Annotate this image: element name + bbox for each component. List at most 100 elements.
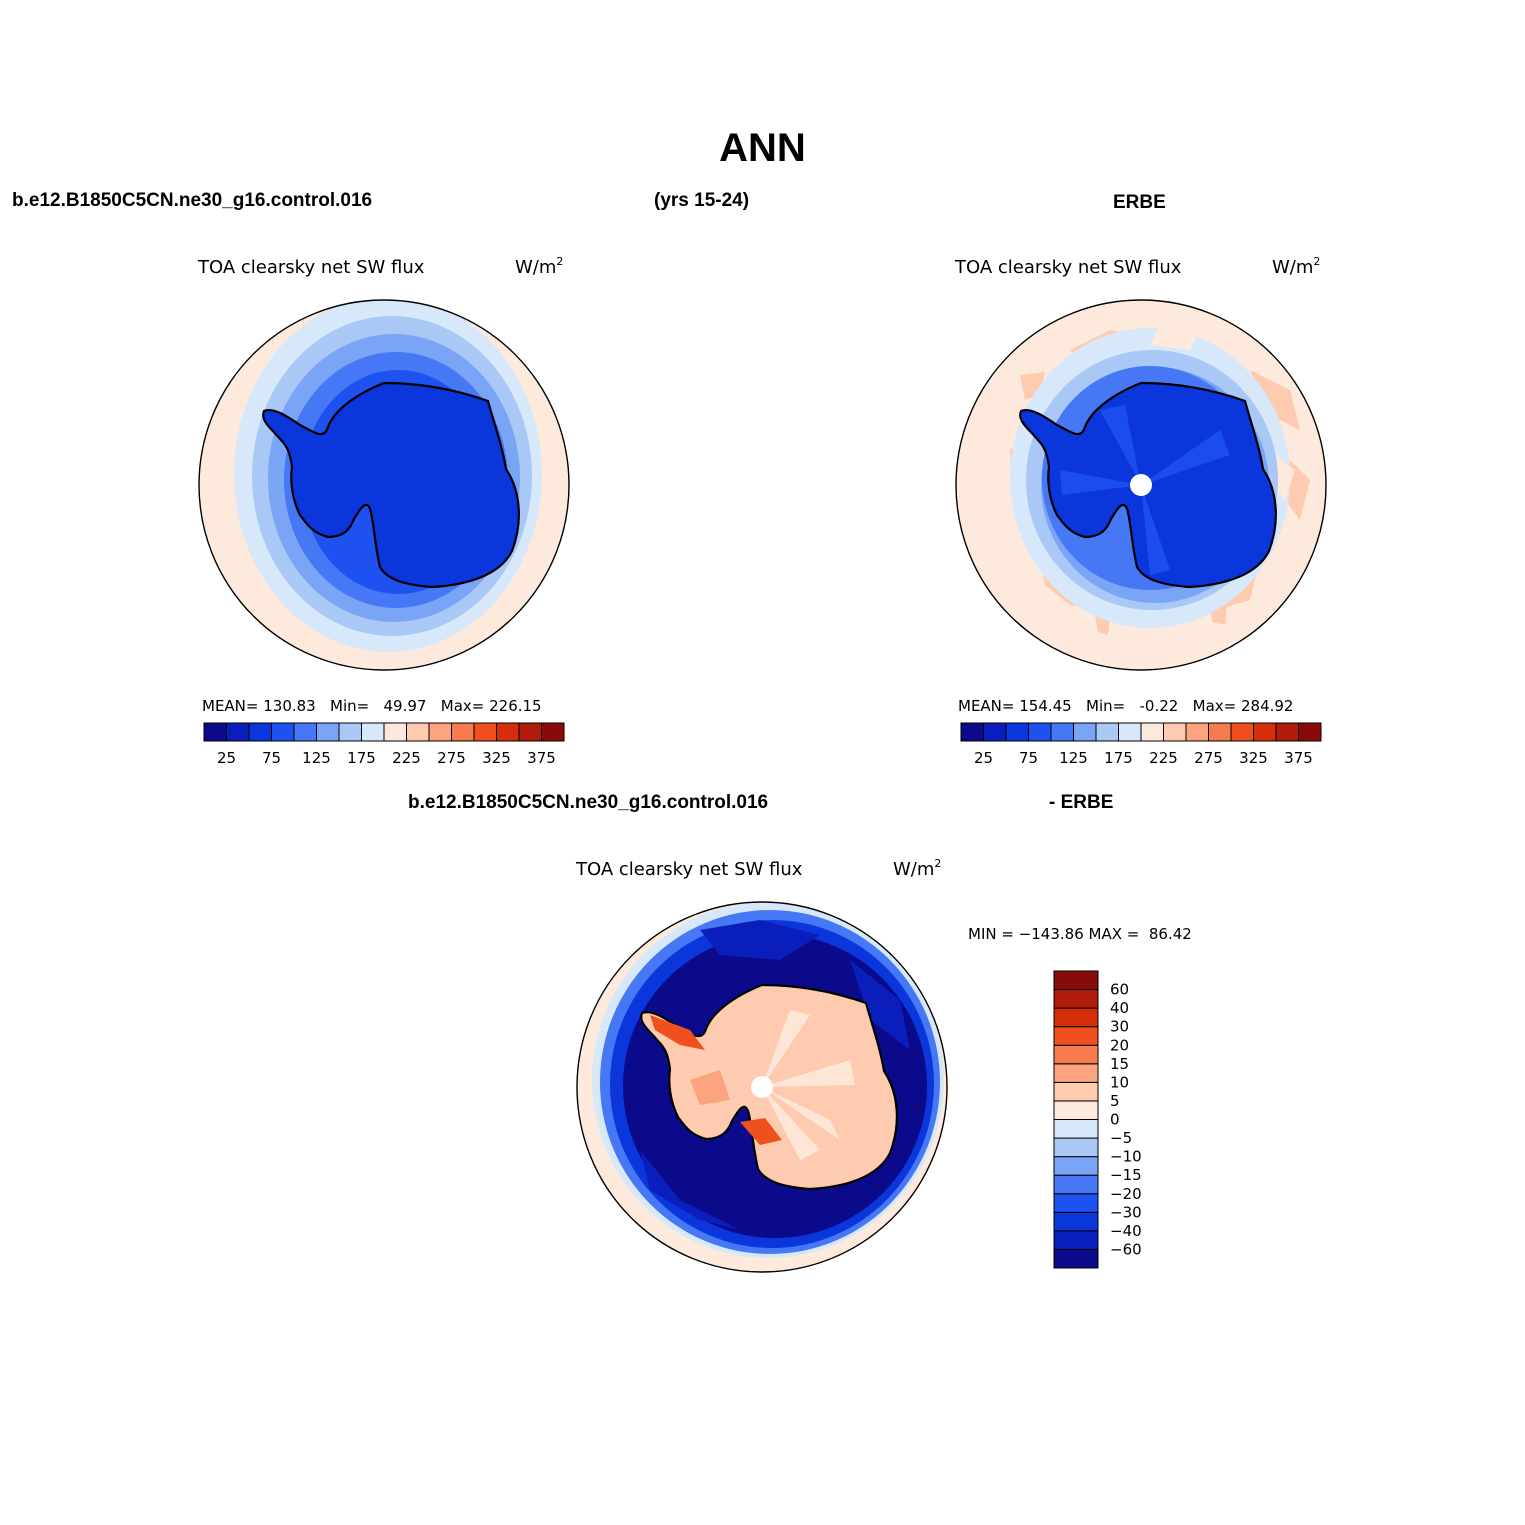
obs-colorbar-tick-label: 75 — [1019, 749, 1038, 767]
model-colorbar-tick-label: 275 — [437, 749, 466, 767]
obs-colorbar-swatch — [960, 722, 984, 742]
diff-map — [576, 901, 948, 1273]
obs-colorbar-tick-label: 175 — [1104, 749, 1133, 767]
diff-colorbar-tick-label: −40 — [1110, 1222, 1142, 1240]
obs-colorbar-tick-label: 275 — [1194, 749, 1223, 767]
model-colorbar-tick-label: 125 — [302, 749, 331, 767]
diff-colorbar-tick-label: 5 — [1110, 1092, 1120, 1110]
diff-colorbar-swatch — [1053, 1230, 1099, 1250]
obs-colorbar-swatch — [1118, 722, 1142, 742]
obs-colorbar-swatch — [1208, 722, 1232, 742]
diff-colorbar-swatch — [1053, 1156, 1099, 1176]
obs-colorbar-tick-label: 25 — [974, 749, 993, 767]
diff-colorbar-swatch — [1053, 1193, 1099, 1213]
model-colorbar-swatch — [293, 722, 317, 742]
model-colorbar-swatch — [203, 722, 227, 742]
diff-colorbar-swatch — [1053, 970, 1099, 991]
model-colorbar-swatch — [271, 722, 295, 742]
diff-colorbar-tick-label: 30 — [1110, 1018, 1129, 1036]
year-range: (yrs 15-24) — [654, 190, 750, 211]
model-colorbar-swatch — [226, 722, 250, 742]
model-colorbar-swatch — [338, 722, 362, 742]
model-colorbar-swatch — [248, 722, 272, 742]
diff-obs-name: - ERBE — [1049, 792, 1114, 813]
obs-colorbar-swatch — [1253, 722, 1277, 742]
model-colorbar-tick-label: 325 — [482, 749, 511, 767]
diff-colorbar-swatch — [1053, 1248, 1099, 1269]
obs-colorbar-tick-label: 325 — [1239, 749, 1268, 767]
diff-colorbar-swatch — [1053, 1026, 1099, 1046]
model-colorbar-swatch — [428, 722, 452, 742]
model-colorbar-swatch — [406, 722, 430, 742]
model-colorbar-tick-label: 25 — [217, 749, 236, 767]
diff-colorbar-tick-label: 40 — [1110, 999, 1129, 1017]
diff-colorbar-swatch — [1053, 1063, 1099, 1083]
obs-colorbar-swatch — [1230, 722, 1254, 742]
diff-colorbar-tick-label: −5 — [1110, 1129, 1132, 1147]
obs-units: W/m2 — [1272, 255, 1320, 278]
diff-colorbar-swatch — [1053, 1007, 1099, 1028]
obs-colorbar-swatch — [1050, 722, 1074, 742]
diff-case-name: b.e12.B1850C5CN.ne30_g16.control.016 — [408, 792, 769, 813]
diff-colorbar-tick-label: −10 — [1110, 1148, 1142, 1166]
model-map — [198, 299, 570, 671]
diff-stats: MIN = −143.86 MAX = 86.42 — [968, 925, 1192, 943]
diff-colorbar-tick-label: 60 — [1110, 981, 1129, 999]
obs-colorbar-swatch — [1073, 722, 1097, 742]
diff-colorbar-tick-label: −15 — [1110, 1166, 1142, 1184]
model-colorbar-swatch — [361, 722, 385, 742]
model-field-label: TOA clearsky net SW flux — [197, 257, 425, 278]
model-units: W/m2 — [515, 255, 563, 278]
diff-units: W/m2 — [893, 857, 941, 880]
obs-colorbar-swatch — [1028, 722, 1052, 742]
obs-colorbar-swatch — [1140, 722, 1164, 742]
diff-colorbar-swatch — [1053, 1100, 1099, 1120]
diff-colorbar-swatch — [1053, 1119, 1099, 1139]
obs-colorbar: 25 75 125 175 225 275 325 375 — [960, 722, 1322, 767]
diff-colorbar-swatch — [1053, 1081, 1099, 1102]
model-colorbar-tick-label: 75 — [262, 749, 281, 767]
diff-field-label: TOA clearsky net SW flux — [575, 859, 803, 880]
model-colorbar-swatch — [451, 722, 475, 742]
obs-colorbar-swatch — [1163, 722, 1187, 742]
model-stats: MEAN= 130.83 Min= 49.97 Max= 226.15 — [202, 697, 542, 715]
model-colorbar-swatch — [473, 722, 497, 742]
obs-name: ERBE — [1113, 192, 1166, 213]
obs-map — [955, 299, 1327, 671]
model-colorbar-tick-label: 225 — [392, 749, 421, 767]
diff-colorbar-swatch — [1053, 1174, 1099, 1195]
model-colorbar-swatch — [496, 722, 520, 742]
model-colorbar-swatch — [541, 722, 565, 742]
diff-colorbar-swatch — [1053, 989, 1099, 1009]
diff-colorbar-tick-label: −30 — [1110, 1203, 1142, 1221]
obs-stats: MEAN= 154.45 Min= -0.22 Max= 284.92 — [958, 697, 1293, 715]
figure-title: ANN — [719, 126, 806, 170]
model-colorbar-swatch — [518, 722, 542, 742]
case-name: b.e12.B1850C5CN.ne30_g16.control.016 — [12, 190, 373, 211]
diff-colorbar-tick-label: 0 — [1110, 1111, 1120, 1129]
diff-colorbar-tick-label: −60 — [1110, 1240, 1142, 1258]
model-colorbar-swatch — [383, 722, 407, 742]
obs-colorbar-tick-label: 225 — [1149, 749, 1178, 767]
obs-colorbar-tick-label: 375 — [1284, 749, 1313, 767]
obs-field-label: TOA clearsky net SW flux — [954, 257, 1182, 278]
diff-colorbar-swatch — [1053, 1044, 1099, 1065]
diff-colorbar-tick-label: 20 — [1110, 1036, 1129, 1054]
diff-colorbar-swatch — [1053, 1137, 1099, 1158]
diff-colorbar-swatch — [1053, 1211, 1099, 1232]
obs-colorbar-swatch — [1095, 722, 1119, 742]
model-colorbar-tick-label: 175 — [347, 749, 376, 767]
diff-colorbar-tick-label: 10 — [1110, 1073, 1129, 1091]
obs-colorbar-tick-label: 125 — [1059, 749, 1088, 767]
diff-colorbar-tick-label: 15 — [1110, 1055, 1129, 1073]
obs-colorbar-swatch — [983, 722, 1007, 742]
model-colorbar-tick-label: 375 — [527, 749, 556, 767]
diff-colorbar-tick-label: −20 — [1110, 1185, 1142, 1203]
model-colorbar-swatch — [316, 722, 340, 742]
obs-colorbar-swatch — [1005, 722, 1029, 742]
obs-colorbar-swatch — [1275, 722, 1299, 742]
obs-colorbar-swatch — [1185, 722, 1209, 742]
